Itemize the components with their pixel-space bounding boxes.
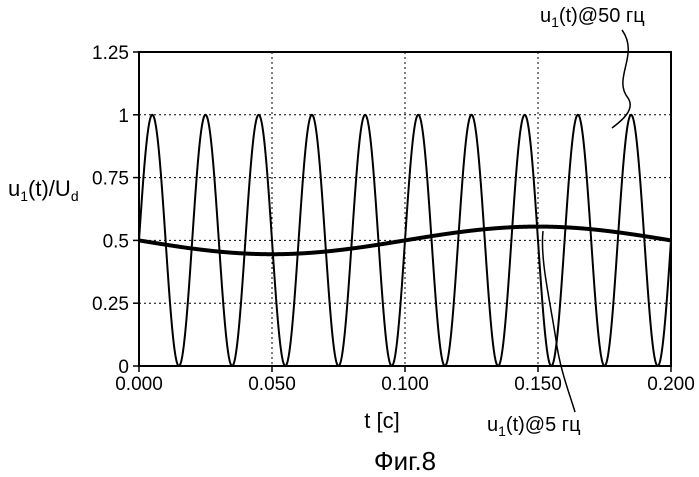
series-label-5hz: u1(t)@5 гц [487, 414, 581, 439]
x-axis-label: t [c] [364, 408, 399, 433]
x-tick-label: 0.050 [248, 374, 296, 395]
leader-line-50hz [612, 30, 630, 128]
y-tick-label: 1.25 [92, 43, 129, 64]
figure-caption: Фиг.8 [374, 446, 436, 476]
y-axis-label: u1(t)/Ud [8, 176, 79, 204]
x-tick-label: 0.100 [381, 374, 429, 395]
x-tick-label: 0.150 [514, 374, 562, 395]
y-tick-label: 1 [118, 106, 129, 127]
grid [139, 52, 671, 366]
y-tick-label: 0.25 [92, 294, 129, 315]
x-tick-label: 0.200 [647, 374, 695, 395]
y-tick-label: 0.75 [92, 169, 129, 190]
tick-labels: 0.0000.0500.1000.1500.20000.250.50.7511.… [92, 43, 695, 395]
y-tick-label: 0.5 [103, 231, 129, 252]
series-label-50hz: u1(t)@50 гц [540, 5, 645, 30]
y-tick-label: 0 [118, 357, 129, 378]
ticks [133, 52, 671, 372]
